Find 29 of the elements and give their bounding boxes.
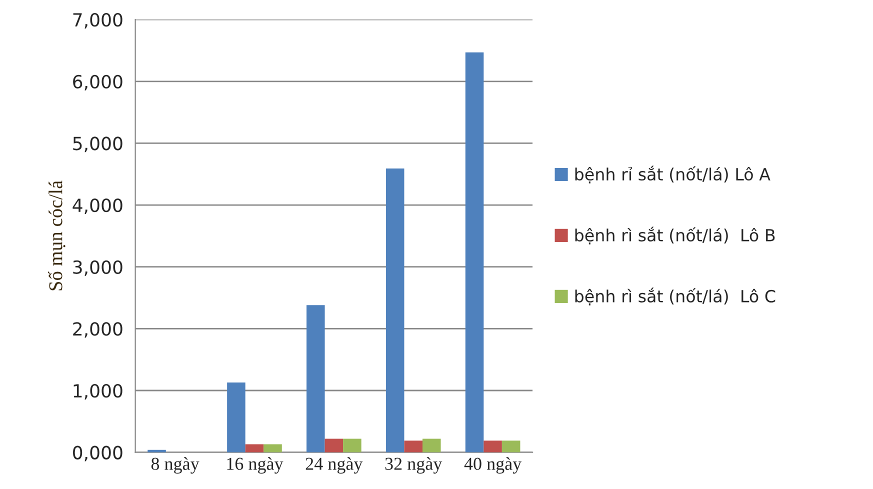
y-axis-title: Số mụn cóc/lá (48, 180, 66, 290)
bar (465, 52, 484, 452)
bar (404, 440, 422, 452)
y-tick-label: 6,000 (73, 74, 122, 90)
legend-label: bệnh rì sắt (nốt/lá) Lô B (575, 226, 775, 244)
y-tick-label: 4,000 (72, 198, 122, 214)
x-tick-label: 24 ngày (306, 457, 363, 474)
bar (306, 305, 325, 452)
y-tick-label: 2,000 (73, 322, 122, 338)
legend-label: bệnh rì sắt (nốt/lá) Lô C (575, 288, 776, 306)
y-tick-label: 7,000 (73, 13, 122, 29)
x-tick-label: 40 ngày (464, 457, 522, 474)
bar (324, 438, 344, 452)
bar (343, 438, 362, 452)
bar (227, 382, 246, 452)
y-tick-label: 5,000 (73, 136, 122, 152)
y-tick-label: 1,000 (74, 384, 122, 400)
bar (245, 444, 264, 452)
bar (386, 168, 404, 452)
y-tick-label: 0,000 (73, 446, 122, 462)
bar (422, 438, 441, 452)
legend-label: bệnh rỉ sắt (nốt/lá) Lô A (575, 166, 770, 184)
x-tick-label: 8 ngày (151, 457, 200, 474)
bar (264, 444, 282, 452)
x-tick-label: 16 ngày (227, 457, 284, 474)
y-tick-label: 3,000 (73, 260, 122, 276)
bar (484, 440, 502, 452)
x-tick-label: 32 ngày (385, 457, 442, 474)
bar (502, 440, 520, 452)
